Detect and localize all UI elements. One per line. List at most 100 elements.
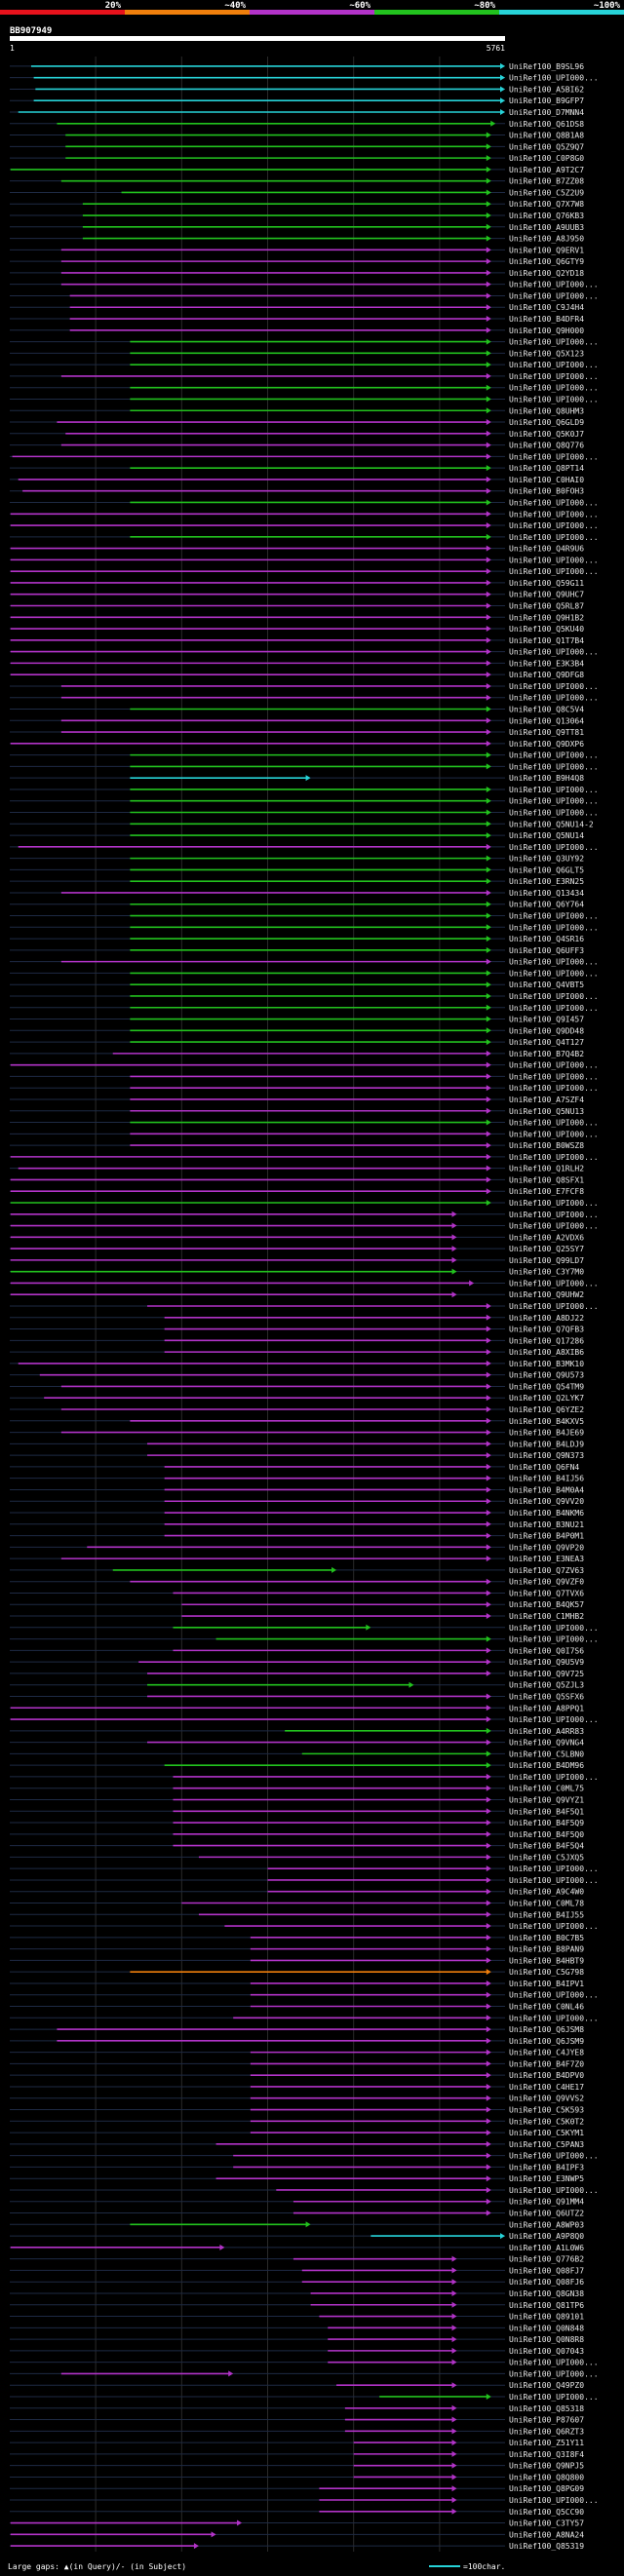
hit-label[interactable]: UniRef100_Q49PZ0 bbox=[509, 2381, 584, 2390]
hit-label[interactable]: UniRef100_B4JE69 bbox=[509, 1429, 584, 1438]
hit-label[interactable]: UniRef100_C0ML78 bbox=[509, 1899, 584, 1907]
hit-label[interactable]: UniRef100_Q5NU14-2 bbox=[509, 820, 594, 828]
hit-row[interactable]: UniRef100_Q08FJ6 bbox=[10, 2278, 584, 2287]
hit-label[interactable]: UniRef100_E3NWP5 bbox=[509, 2174, 584, 2183]
hit-row[interactable]: UniRef100_UPI000... bbox=[10, 2359, 599, 2367]
hit-row[interactable]: UniRef100_Q0N848 bbox=[10, 2324, 584, 2332]
hit-row[interactable]: UniRef100_A5BI62 bbox=[10, 85, 584, 94]
hit-row[interactable]: UniRef100_UPI000... bbox=[10, 809, 599, 818]
hit-row[interactable]: UniRef100_Q4R9U6 bbox=[10, 545, 584, 554]
hit-label[interactable]: UniRef100_E3RN25 bbox=[509, 877, 584, 886]
hit-label[interactable]: UniRef100_B4LDJ9 bbox=[509, 1440, 584, 1448]
hit-row[interactable]: UniRef100_B0C7B5 bbox=[10, 1934, 584, 1942]
hit-row[interactable]: UniRef100_UPI000... bbox=[10, 694, 599, 703]
hit-row[interactable]: UniRef100_UPI000... bbox=[10, 291, 599, 300]
hit-row[interactable]: UniRef100_Q8B1A8 bbox=[10, 132, 584, 140]
hit-label[interactable]: UniRef100_Q9DFG8 bbox=[509, 671, 584, 679]
hit-row[interactable]: UniRef100_B4LDJ9 bbox=[10, 1440, 584, 1448]
hit-row[interactable]: UniRef100_E3NEA3 bbox=[10, 1555, 584, 1563]
hit-label[interactable]: UniRef100_UPI000... bbox=[509, 2014, 599, 2022]
hit-label[interactable]: UniRef100_Q9V725 bbox=[509, 1670, 584, 1678]
hit-row[interactable]: UniRef100_Q5K0J7 bbox=[10, 430, 584, 439]
hit-label[interactable]: UniRef100_B4P0M1 bbox=[509, 1532, 584, 1541]
hit-row[interactable]: UniRef100_Q6JSM9 bbox=[10, 2037, 584, 2046]
hit-label[interactable]: UniRef100_B9GFP7 bbox=[509, 96, 584, 105]
hit-row[interactable]: UniRef100_C5LBN0 bbox=[10, 1749, 584, 1758]
hit-label[interactable]: UniRef100_UPI000... bbox=[509, 682, 599, 691]
hit-label[interactable]: UniRef100_UPI000... bbox=[509, 1084, 599, 1093]
hit-row[interactable]: UniRef100_C3TY57 bbox=[10, 2519, 584, 2528]
hit-row[interactable]: UniRef100_C9J4H4 bbox=[10, 303, 584, 312]
hit-label[interactable]: UniRef100_Q5KU40 bbox=[509, 625, 584, 634]
hit-label[interactable]: UniRef100_A1L0W6 bbox=[509, 2244, 584, 2252]
hit-label[interactable]: UniRef100_B4F5Q9 bbox=[509, 1819, 584, 1827]
hit-row[interactable]: UniRef100_B7Q4B2 bbox=[10, 1050, 584, 1058]
hit-label[interactable]: UniRef100_UPI000... bbox=[509, 1865, 599, 1873]
hit-label[interactable]: UniRef100_B4NKM6 bbox=[509, 1509, 584, 1518]
hit-row[interactable]: UniRef100_Q4VBT5 bbox=[10, 980, 584, 989]
hit-label[interactable]: UniRef100_B0WSZ8 bbox=[509, 1141, 584, 1150]
hit-row[interactable]: UniRef100_Q2LYK7 bbox=[10, 1394, 584, 1403]
hit-row[interactable]: UniRef100_Q7QFB3 bbox=[10, 1326, 584, 1334]
hit-row[interactable]: UniRef100_UPI000... bbox=[10, 338, 599, 347]
hit-label[interactable]: UniRef100_Q6JSM9 bbox=[509, 2037, 584, 2046]
hit-row[interactable]: UniRef100_B4F5Q1 bbox=[10, 1807, 584, 1816]
hit-label[interactable]: UniRef100_B4DFR4 bbox=[509, 315, 584, 324]
hit-label[interactable]: UniRef100_A9UUB3 bbox=[509, 223, 584, 232]
hit-row[interactable]: UniRef100_UPI000... bbox=[10, 533, 599, 542]
hit-row[interactable]: UniRef100_P87607 bbox=[10, 2416, 584, 2425]
hit-label[interactable]: UniRef100_C9J4H4 bbox=[509, 303, 584, 312]
hit-label[interactable]: UniRef100_B4IJ56 bbox=[509, 1475, 584, 1483]
hit-label[interactable]: UniRef100_Q89101 bbox=[509, 2313, 584, 2322]
hit-label[interactable]: UniRef100_C5K0T2 bbox=[509, 2117, 584, 2126]
hit-row[interactable]: UniRef100_Q9DFG8 bbox=[10, 671, 584, 679]
hit-label[interactable]: UniRef100_UPI000... bbox=[509, 1991, 599, 2000]
hit-label[interactable]: UniRef100_UPI000... bbox=[509, 361, 599, 369]
hit-label[interactable]: UniRef100_A4RR83 bbox=[509, 1727, 584, 1736]
hit-row[interactable]: UniRef100_Q85318 bbox=[10, 2404, 584, 2413]
hit-label[interactable]: UniRef100_A7SZF4 bbox=[509, 1096, 584, 1104]
hit-label[interactable]: UniRef100_Q8PG09 bbox=[509, 2484, 584, 2493]
hit-row[interactable]: UniRef100_UPI000... bbox=[10, 1211, 599, 1219]
hit-row[interactable]: UniRef100_UPI000... bbox=[10, 556, 599, 564]
hit-label[interactable]: UniRef100_C0ML75 bbox=[509, 1785, 584, 1793]
hit-row[interactable]: UniRef100_Q76KB3 bbox=[10, 211, 584, 220]
hit-row[interactable]: UniRef100_Q3UY92 bbox=[10, 855, 584, 864]
hit-row[interactable]: UniRef100_B0WSZ8 bbox=[10, 1141, 584, 1150]
hit-row[interactable]: UniRef100_Q6UFF3 bbox=[10, 946, 584, 955]
hit-row[interactable]: UniRef100_C0P8G0 bbox=[10, 154, 584, 163]
hit-label[interactable]: UniRef100_UPI000... bbox=[509, 1130, 599, 1138]
hit-row[interactable]: UniRef100_A8DJ22 bbox=[10, 1314, 584, 1323]
hit-row[interactable]: UniRef100_A8XIB6 bbox=[10, 1348, 584, 1357]
hit-row[interactable]: UniRef100_UPI000... bbox=[10, 1773, 599, 1782]
hit-row[interactable]: UniRef100_Q2YD18 bbox=[10, 269, 584, 278]
hit-row[interactable]: UniRef100_Q5CC90 bbox=[10, 2508, 584, 2517]
hit-label[interactable]: UniRef100_Q9H000 bbox=[509, 327, 584, 335]
hit-label[interactable]: UniRef100_Q0N8R8 bbox=[509, 2335, 584, 2344]
hit-label[interactable]: UniRef100_Q8SFX1 bbox=[509, 1175, 584, 1184]
hit-label[interactable]: UniRef100_Q7QFB3 bbox=[509, 1326, 584, 1334]
hit-row[interactable]: UniRef100_UPI000... bbox=[10, 1153, 599, 1162]
hit-row[interactable]: UniRef100_A8J950 bbox=[10, 235, 584, 244]
hit-row[interactable]: UniRef100_Q8UHM3 bbox=[10, 406, 584, 415]
hit-label[interactable]: UniRef100_UPI000... bbox=[509, 786, 599, 794]
hit-row[interactable]: UniRef100_C5Z2U9 bbox=[10, 188, 584, 197]
hit-row[interactable]: UniRef100_Q5NU13 bbox=[10, 1107, 584, 1116]
hit-label[interactable]: UniRef100_C0NL46 bbox=[509, 2003, 584, 2012]
hit-label[interactable]: UniRef100_Q2LYK7 bbox=[509, 1394, 584, 1403]
hit-label[interactable]: UniRef100_Q25SY7 bbox=[509, 1245, 584, 1253]
hit-row[interactable]: UniRef100_UPI000... bbox=[10, 786, 599, 794]
hit-label[interactable]: UniRef100_C5G798 bbox=[509, 1968, 584, 1977]
hit-label[interactable]: UniRef100_UPI000... bbox=[509, 1199, 599, 1208]
hit-label[interactable]: UniRef100_Q1T7B4 bbox=[509, 636, 584, 645]
hit-label[interactable]: UniRef100_Q8C5V4 bbox=[509, 706, 584, 714]
hit-label[interactable]: UniRef100_B3NU21 bbox=[509, 1520, 584, 1529]
hit-label[interactable]: UniRef100_A8XIB6 bbox=[509, 1348, 584, 1357]
hit-row[interactable]: UniRef100_C4JYE8 bbox=[10, 2049, 584, 2057]
hit-row[interactable]: UniRef100_C0HAI0 bbox=[10, 476, 584, 484]
hit-label[interactable]: UniRef100_Q4SR16 bbox=[509, 935, 584, 943]
hit-row[interactable]: UniRef100_B4NKM6 bbox=[10, 1509, 584, 1518]
hit-label[interactable]: UniRef100_Q6UFF3 bbox=[509, 946, 584, 955]
hit-row[interactable]: UniRef100_Q59G11 bbox=[10, 579, 584, 588]
hit-label[interactable]: UniRef100_Q7X7W8 bbox=[509, 200, 584, 209]
